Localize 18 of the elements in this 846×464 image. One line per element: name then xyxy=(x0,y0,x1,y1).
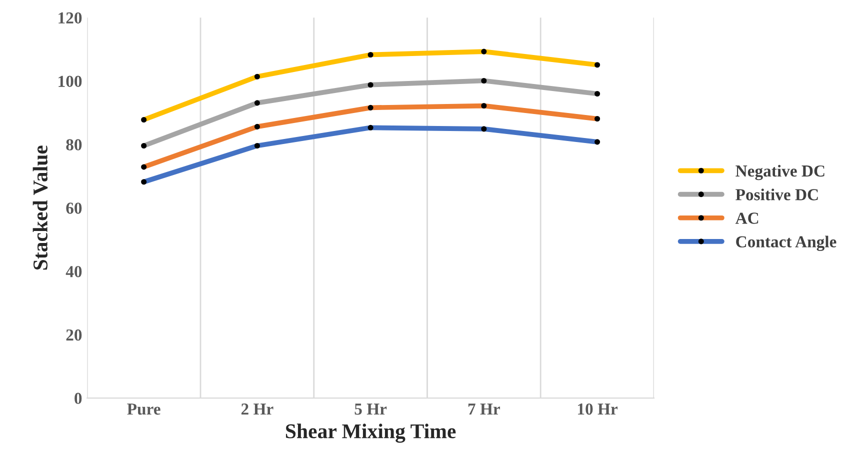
x-tick-label: 5 Hr xyxy=(354,404,387,415)
y-tick-label: 120 xyxy=(58,12,82,24)
x-tick-label: Pure xyxy=(127,404,160,415)
y-tick-label: 80 xyxy=(66,139,82,150)
x-axis-title: Shear Mixing Time xyxy=(286,424,456,443)
y-tick-label: 60 xyxy=(66,202,82,214)
legend-label: AC xyxy=(735,212,758,224)
legend-label: Positive DC xyxy=(736,188,818,200)
y-tick-label: 100 xyxy=(58,76,82,87)
x-tick-label: 10 Hr xyxy=(578,403,618,415)
x-tick-label: 2 Hr xyxy=(241,404,274,415)
legend-label: Negative DC xyxy=(736,164,824,180)
y-axis-title: Stacked Value xyxy=(32,146,48,270)
y-tick-label: 20 xyxy=(66,329,82,341)
x-tick-label: 7 Hr xyxy=(468,404,500,415)
y-tick-label: 0 xyxy=(74,392,82,404)
y-tick-label: 40 xyxy=(66,266,82,278)
legend-label: Contact Angle xyxy=(736,236,836,251)
